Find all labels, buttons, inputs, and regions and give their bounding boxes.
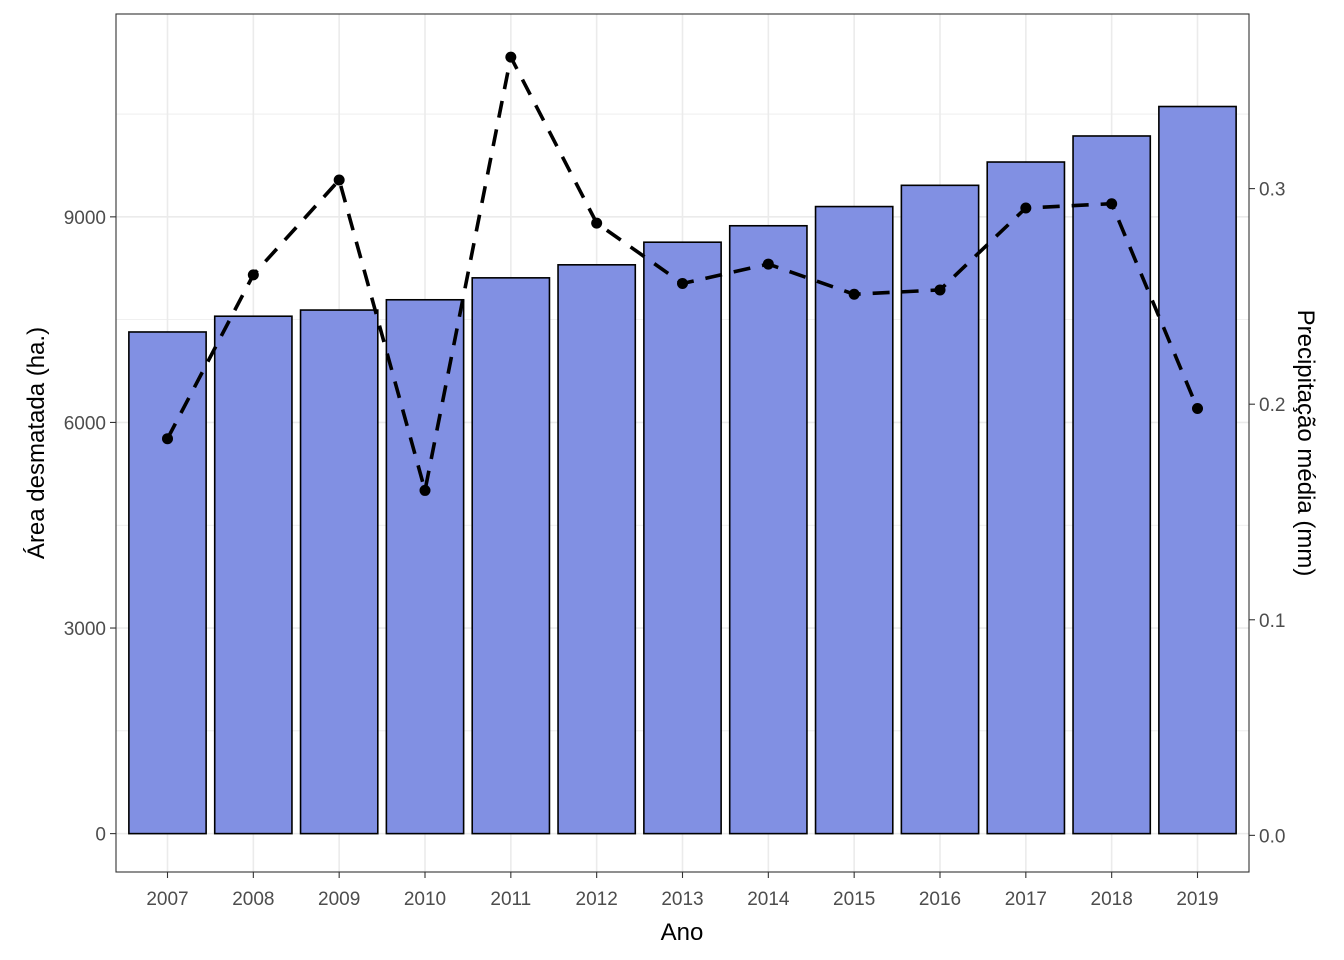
- point-2018: [1106, 198, 1118, 210]
- point-2016: [934, 284, 946, 296]
- y-tick-label: 0: [95, 825, 106, 846]
- point-2007: [162, 433, 173, 445]
- right-y-axis: 0.0 0.1 0.2 0.3: [1249, 180, 1285, 847]
- y-tick-label: 3000: [64, 619, 106, 640]
- bar-2008: [213, 315, 293, 835]
- left-y-axis: 0 3000 6000 9000: [64, 208, 116, 846]
- bar-2012: [557, 264, 637, 835]
- x-tick-label: 2019: [1176, 889, 1218, 910]
- y-tick-label: 6000: [64, 413, 106, 434]
- bar-2018: [1072, 135, 1152, 835]
- x-tick-label: 2015: [833, 889, 875, 910]
- y-tick-label: 9000: [64, 208, 106, 229]
- bar-2016: [900, 184, 980, 835]
- point-2009: [333, 174, 345, 186]
- y2-tick-label: 0.2: [1259, 395, 1285, 416]
- bar-2015: [814, 205, 894, 835]
- point-2008: [247, 269, 259, 281]
- x-tick-label: 2010: [404, 889, 446, 910]
- bar-2019: [1158, 105, 1237, 835]
- x-tick-label: 2017: [1005, 889, 1047, 910]
- bar-2009: [299, 309, 379, 835]
- x-tick-label: 2009: [318, 889, 360, 910]
- x-tick-label: 2018: [1091, 889, 1133, 910]
- point-2019: [1192, 403, 1203, 415]
- point-2012: [591, 217, 603, 229]
- point-2011: [505, 51, 517, 63]
- point-2015: [848, 288, 860, 300]
- x-axis: 2007 2008 2009 2010 2011 2012 2013 2014 2015 2016…: [146, 872, 1219, 910]
- bar-2014: [728, 224, 808, 835]
- bar-series: [128, 105, 1237, 835]
- bar-2011: [471, 277, 551, 835]
- point-2014: [762, 258, 774, 270]
- x-tick-label: 2013: [661, 889, 703, 910]
- x-tick-label: 2012: [576, 889, 618, 910]
- x-tick-label: 2011: [490, 889, 531, 910]
- bar-2007: [128, 331, 207, 835]
- bar-2010: [385, 298, 465, 835]
- x-tick-label: 2008: [232, 889, 274, 910]
- x-tick-label: 2007: [146, 889, 188, 910]
- bar-2017: [986, 161, 1066, 835]
- y-axis-title: Área desmatada (ha.): [23, 327, 50, 559]
- point-2013: [677, 277, 688, 289]
- y2-tick-label: 0.0: [1259, 826, 1285, 847]
- point-2010: [419, 484, 431, 496]
- x-tick-label: 2014: [747, 889, 790, 910]
- y2-axis-title: Precipitação média (mm): [1292, 310, 1319, 577]
- point-2017: [1020, 202, 1032, 214]
- line-series: [162, 51, 1203, 496]
- x-axis-title: Ano: [661, 919, 704, 946]
- x-tick-label: 2016: [919, 889, 961, 910]
- y2-tick-label: 0.3: [1259, 180, 1285, 201]
- y2-tick-label: 0.1: [1259, 611, 1285, 632]
- bar-2013: [643, 241, 722, 835]
